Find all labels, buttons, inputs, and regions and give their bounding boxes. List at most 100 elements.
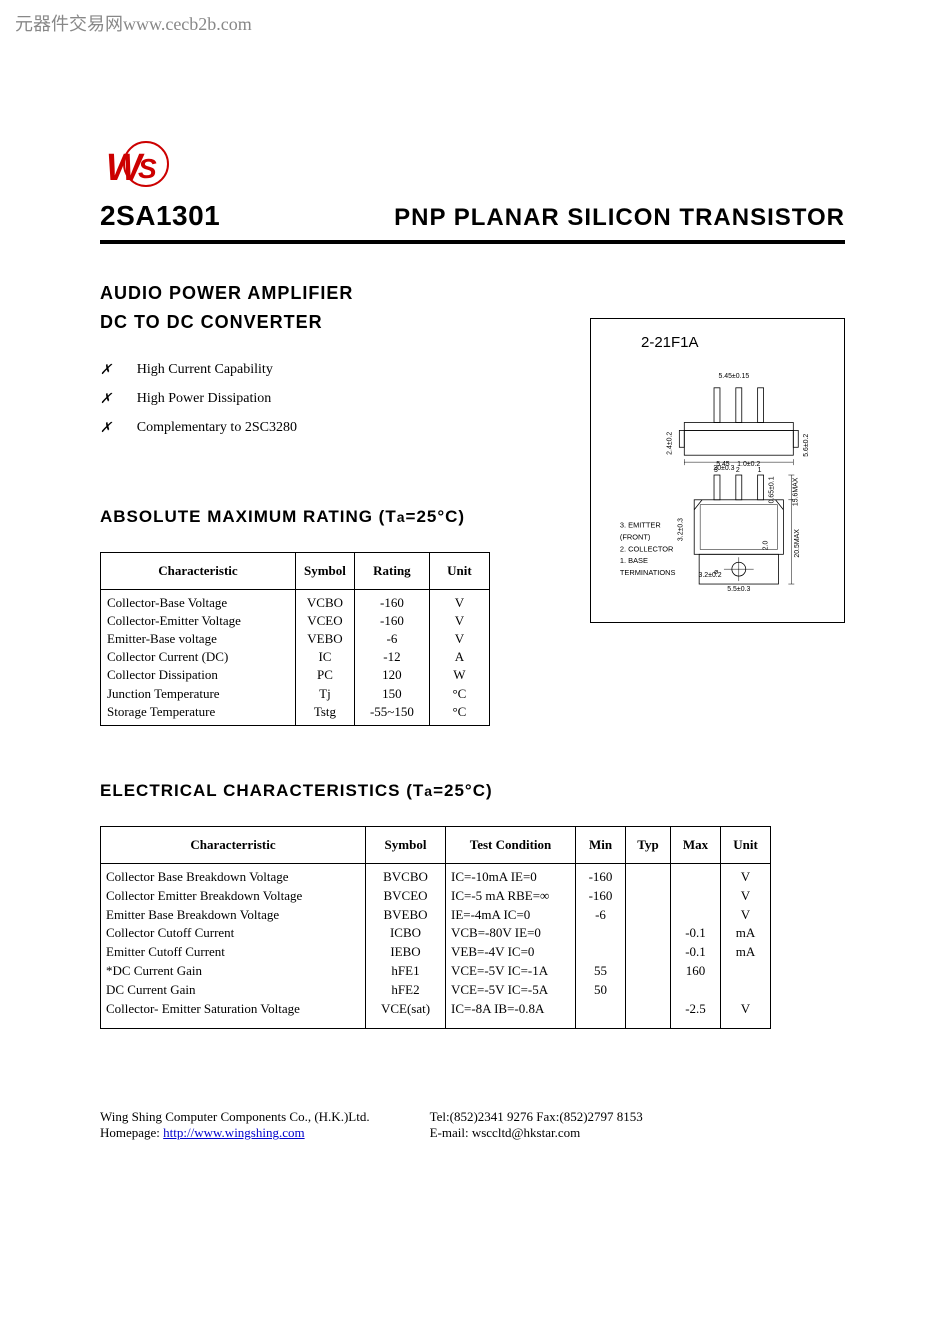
svg-text:3. EMITTER: 3. EMITTER — [620, 521, 661, 530]
table-row: Emitter Base Breakdown VoltageBVEBOIE=-4… — [101, 906, 771, 925]
svg-text:2.4±0.2: 2.4±0.2 — [666, 432, 673, 455]
cell-min: 50 — [576, 981, 626, 1000]
cell-typ — [626, 863, 671, 886]
footer: Wing Shing Computer Components Co., (H.K… — [100, 1109, 845, 1141]
svg-text:5.5±0.3: 5.5±0.3 — [727, 586, 750, 593]
homepage-link[interactable]: http://www.wingshing.com — [163, 1125, 304, 1140]
cell-min: -6 — [576, 906, 626, 925]
table-row: Collector Base Breakdown VoltageBVCBOIC=… — [101, 863, 771, 886]
cell-symbol: BVCEO — [366, 887, 446, 906]
cell-test-condition: VEB=-4V IC=0 — [446, 943, 576, 962]
cell-characteristic: DC Current Gain — [101, 981, 366, 1000]
cell-characteristic: Emitter Cutoff Current — [101, 943, 366, 962]
company-logo: W S — [100, 140, 172, 195]
table-row: *DC Current GainhFE1VCE=-5V IC=-1A55160 — [101, 962, 771, 981]
cell-max: 160 — [671, 962, 721, 981]
cell-max — [671, 887, 721, 906]
homepage-label: Homepage: — [100, 1125, 160, 1140]
cell-unit — [721, 981, 771, 1000]
cell-test-condition: VCB=-80V IE=0 — [446, 924, 576, 943]
col-rating: Rating — [354, 552, 429, 589]
footer-left: Wing Shing Computer Components Co., (H.K… — [100, 1109, 370, 1141]
table-row: Collector- Emitter Saturation VoltageVCE… — [101, 1000, 771, 1019]
cell-typ — [626, 924, 671, 943]
cell-test-condition: IE=-4mA IC=0 — [446, 906, 576, 925]
cell-unit: V — [721, 906, 771, 925]
cell-typ — [626, 887, 671, 906]
col-test-condition: Test Condition — [446, 826, 576, 863]
cell-characteristic: Collector Cutoff Current — [101, 924, 366, 943]
cell-max — [671, 906, 721, 925]
cell-symbol: hFE2 — [366, 981, 446, 1000]
table-row: Collector Cutoff CurrentICBOVCB=-80V IE=… — [101, 924, 771, 943]
cell-typ — [626, 1000, 671, 1019]
svg-text:1.0±0.2: 1.0±0.2 — [737, 461, 760, 468]
svg-text:1. BASE: 1. BASE — [620, 556, 648, 565]
footer-right: Tel:(852)2341 9276 Fax:(852)2797 8153 E-… — [430, 1109, 643, 1141]
bullet-icon: ✗ — [100, 391, 112, 408]
package-drawing: 3. EMITTER 20±0.3 5.6±0.2 2.4±0.2 5.45±0… — [606, 366, 829, 596]
cell-max: -0.1 — [671, 924, 721, 943]
cell-test-condition: VCE=-5V IC=-5A — [446, 981, 576, 1000]
cell-symbol: ICBO — [366, 924, 446, 943]
package-outline-box: 2-21F1A 3. EMITTER — [590, 318, 845, 623]
cell-unit: mA — [721, 943, 771, 962]
cell-symbol: Tstg — [296, 703, 355, 726]
table-row: Collector Emitter Breakdown VoltageBVCEO… — [101, 887, 771, 906]
cell-symbol: VEBO — [296, 630, 355, 648]
cell-unit: V — [429, 589, 489, 612]
document-title: PNP PLANAR SILICON TRANSISTOR — [394, 204, 845, 232]
cell-unit: V — [721, 887, 771, 906]
feature-text: Complementary to 2SC3280 — [137, 420, 297, 436]
amr-table: Characteristic Symbol Rating Unit Collec… — [100, 552, 490, 726]
feature-text: High Current Capability — [137, 362, 273, 378]
cell-symbol: VCBO — [296, 589, 355, 612]
cell-characteristic: Collector Current (DC) — [101, 648, 296, 666]
col-min: Min — [576, 826, 626, 863]
package-code: 2-21F1A — [641, 334, 829, 351]
cell-unit: W — [429, 666, 489, 684]
cell-max — [671, 863, 721, 886]
cell-rating: -160 — [354, 589, 429, 612]
cell-characteristic: Storage Temperature — [101, 703, 296, 726]
table-row: Collector-Base VoltageVCBO-160V — [101, 589, 490, 612]
cell-min — [576, 924, 626, 943]
svg-text:3.2±0.3: 3.2±0.3 — [677, 518, 684, 541]
table-row: DC Current GainhFE2VCE=-5V IC=-5A50 — [101, 981, 771, 1000]
col-typ: Typ — [626, 826, 671, 863]
cell-typ — [626, 906, 671, 925]
table-row: Collector-Emitter VoltageVCEO-160V — [101, 612, 490, 630]
cell-test-condition: IC=-5 mA RBE=∞ — [446, 887, 576, 906]
svg-text:5.45: 5.45 — [716, 461, 730, 468]
cell-rating: -12 — [354, 648, 429, 666]
subtitle-line-1: AUDIO POWER AMPLIFIER — [100, 279, 845, 308]
cell-min — [576, 943, 626, 962]
svg-text:2. COLLECTOR: 2. COLLECTOR — [620, 544, 674, 553]
cell-symbol: IEBO — [366, 943, 446, 962]
cell-test-condition: IC=-8A IB=-0.8A — [446, 1000, 576, 1019]
cell-symbol: BVCBO — [366, 863, 446, 886]
col-symbol: Symbol — [296, 552, 355, 589]
cell-symbol: VCE(sat) — [366, 1000, 446, 1019]
cell-rating: 120 — [354, 666, 429, 684]
ec-table: Characterristic Symbol Test Condition Mi… — [100, 826, 771, 1029]
cell-min: 55 — [576, 962, 626, 981]
cell-typ — [626, 962, 671, 981]
cell-rating: -55~150 — [354, 703, 429, 726]
col-characteristic: Characteristic — [101, 552, 296, 589]
cell-symbol: Tj — [296, 685, 355, 703]
table-row: Collector DissipationPC120W — [101, 666, 490, 684]
col-symbol: Symbol — [366, 826, 446, 863]
svg-text:20.5MAX: 20.5MAX — [794, 529, 801, 558]
svg-text:(FRONT): (FRONT) — [620, 532, 651, 541]
cell-characteristic: Emitter Base Breakdown Voltage — [101, 906, 366, 925]
cell-symbol: IC — [296, 648, 355, 666]
col-unit: Unit — [721, 826, 771, 863]
cell-max: -2.5 — [671, 1000, 721, 1019]
cell-symbol: BVEBO — [366, 906, 446, 925]
part-number: 2SA1301 — [100, 200, 220, 232]
cell-test-condition: IC=-10mA IE=0 — [446, 863, 576, 886]
svg-text:3.2±0.2: 3.2±0.2 — [699, 572, 722, 579]
cell-symbol: hFE1 — [366, 962, 446, 981]
header: 2SA1301 PNP PLANAR SILICON TRANSISTOR — [100, 200, 845, 244]
